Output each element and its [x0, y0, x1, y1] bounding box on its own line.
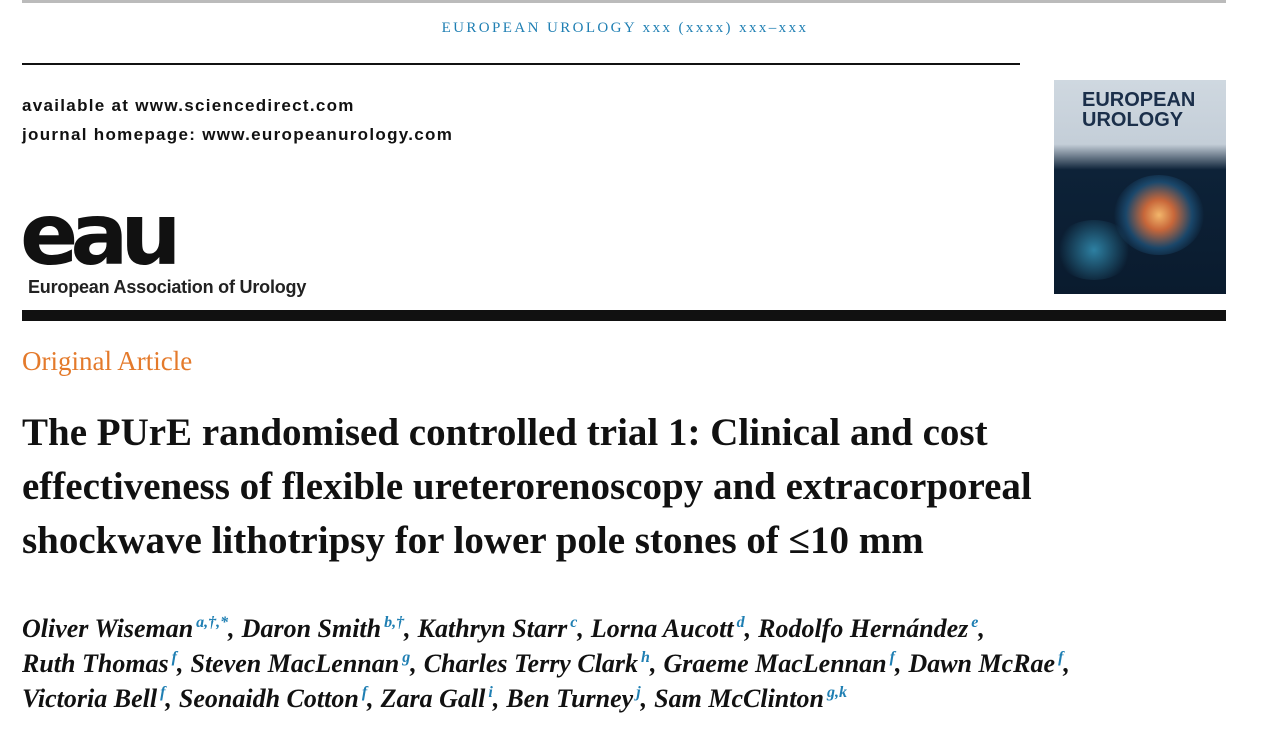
cover-title: EUROPEAN — [1082, 89, 1196, 111]
separator: , — [165, 684, 172, 713]
affiliation-marker: c — [570, 614, 578, 631]
author-line: Victoria Bell f, Seonaidh Cotton f, Zara Gal… — [22, 684, 847, 714]
separator: , — [228, 614, 235, 643]
author-name: Ruth Thomas — [22, 649, 169, 678]
affiliation-marker: h — [641, 649, 650, 666]
title-line: shockwave lithotripsy for lower pole sto… — [22, 519, 924, 562]
affiliation-marker: g — [402, 649, 411, 666]
author-name: Dawn McRae — [908, 649, 1056, 678]
separator: , — [577, 614, 584, 643]
cover-title: UROLOGY — [1082, 109, 1184, 131]
author-name: Kathryn Starr — [417, 614, 568, 643]
affiliation-marker: j — [636, 684, 641, 701]
article-type: Original Article — [22, 346, 193, 376]
author-name: Rodolfo Hernández — [758, 614, 969, 643]
author-name: Graeme MacLennan — [663, 649, 887, 678]
section-bar — [22, 310, 1226, 321]
top-rule — [22, 0, 1226, 3]
cover-glow — [1054, 220, 1134, 280]
separator: , — [367, 684, 374, 713]
cover-image: EUROPEAN UROLOGY — [1054, 80, 1226, 294]
affiliation-marker: f — [160, 684, 166, 701]
author-name: Zara Gall — [380, 684, 486, 713]
title-line: effectiveness of flexible ureterorenosco… — [22, 465, 1032, 508]
author-name: Steven MacLennan — [190, 649, 400, 678]
author-name: Seonaidh Cotton — [178, 684, 359, 713]
journal-line: EUROPEAN UROLOGY xxx (xxxx) xxx–xxx — [441, 20, 809, 36]
separator: , — [640, 684, 648, 713]
affiliation-marker: d — [736, 614, 745, 631]
separator: , — [894, 649, 902, 678]
affiliation-marker: e — [971, 614, 979, 631]
author-name: Oliver Wiseman — [22, 614, 194, 643]
separator: , — [492, 684, 500, 713]
author-name: Victoria Bell — [22, 684, 158, 713]
available-link: available at www.sciencedirect.com — [22, 96, 355, 115]
separator: , — [404, 614, 411, 643]
logo-mark: eau — [20, 185, 182, 285]
affiliation-marker: a,†,* — [196, 614, 229, 631]
affiliation-marker: g,k — [826, 684, 847, 701]
author-name: Charles Terry Clark — [423, 649, 639, 678]
homepage-link: journal homepage: www.europeanurology.co… — [22, 125, 454, 144]
author-line: Ruth Thomas f, Steven MacLennan g, Charles T… — [22, 649, 1077, 679]
logo-name: European Association of Urology — [28, 277, 307, 297]
affiliation-marker: b,† — [384, 614, 405, 631]
author-name: Ben Turney — [506, 684, 634, 713]
affiliation-marker: f — [361, 684, 368, 701]
affiliation-marker: f — [1058, 649, 1064, 666]
separator: , — [744, 614, 752, 643]
author-name: Daron Smith — [241, 614, 382, 643]
author-name: Sam McClinton — [654, 684, 824, 713]
author-line: Oliver Wiseman a,†,*, Daron Smith b,†, Kathr… — [22, 614, 992, 644]
separator: , — [177, 649, 184, 678]
author-name: Lorna Aucott — [590, 614, 734, 643]
affiliation-marker: i — [488, 684, 493, 701]
separator: , — [649, 649, 657, 678]
affiliation-marker: f — [889, 649, 895, 666]
separator: , — [410, 649, 417, 678]
affiliation-marker: f — [171, 649, 177, 666]
header-rule — [22, 63, 1020, 65]
separator: , — [1063, 649, 1070, 678]
title-line: The PUrE randomised controlled trial 1: … — [22, 411, 988, 454]
separator: , — [978, 614, 985, 643]
